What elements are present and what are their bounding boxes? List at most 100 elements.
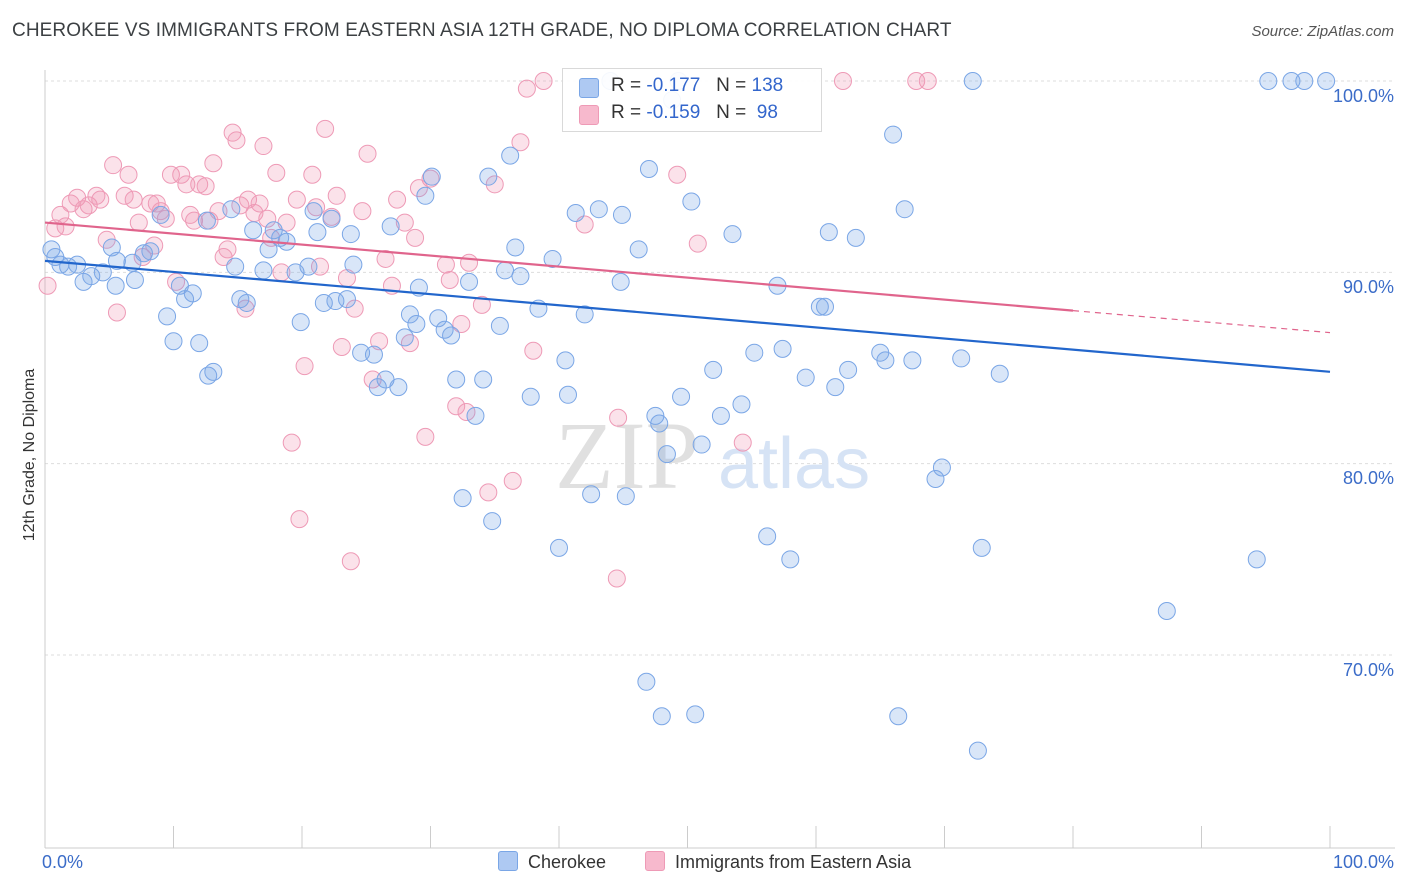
cherokee-point — [125, 270, 144, 289]
cherokee-point — [368, 378, 387, 397]
cherokee-point — [344, 255, 363, 274]
eastern-asia-point — [440, 270, 459, 289]
eastern-asia-point — [918, 72, 937, 90]
eastern-asia-point — [218, 240, 237, 259]
cherokee-point — [183, 284, 202, 303]
eastern-asia-point — [447, 397, 466, 416]
cherokee-point — [796, 368, 815, 387]
cherokee-point — [474, 370, 493, 389]
cherokee-point — [582, 485, 601, 504]
eastern-asia-point — [267, 163, 286, 182]
cherokee-point — [490, 316, 509, 335]
cherokee-point — [558, 385, 577, 404]
eastern-asia-point — [177, 175, 196, 194]
eastern-asia-point — [376, 249, 395, 268]
eastern-asia-point — [609, 408, 628, 427]
legend-r-label: R = — [611, 75, 642, 96]
cherokee-point — [686, 705, 705, 724]
eastern-asia-point — [316, 119, 335, 138]
chart-title: CHEROKEE VS IMMIGRANTS FROM EASTERN ASIA… — [12, 20, 952, 41]
cherokee-point — [506, 238, 525, 257]
eastern-asia-point — [172, 165, 191, 184]
cherokee-point — [1259, 72, 1278, 90]
cherokee-point — [106, 276, 125, 295]
x-tick-label-100: 100.0% — [1332, 852, 1394, 872]
bottom-legend-swatch-pink — [645, 851, 665, 871]
eastern-asia-point — [258, 209, 277, 228]
cherokee-point — [254, 261, 273, 280]
eastern-asia-point — [503, 471, 522, 490]
cherokee-point — [990, 364, 1009, 383]
cherokee-point — [629, 240, 648, 259]
cherokee-point — [672, 387, 691, 406]
eastern-asia-point — [38, 276, 57, 295]
legend-n-label: N = — [716, 75, 747, 96]
cherokee-point — [810, 297, 829, 316]
eastern-asia-point — [452, 314, 471, 333]
cherokee-point — [134, 244, 153, 263]
cherokee-point — [158, 307, 177, 326]
cherokee-point — [226, 257, 245, 276]
cherokee-point — [400, 305, 419, 324]
eastern-asia-point — [303, 165, 322, 184]
cherokee-point — [264, 221, 283, 240]
cherokee-point — [963, 72, 982, 90]
y-tick-label-70: 70.0% — [1342, 660, 1394, 680]
eastern-asia-point — [668, 165, 687, 184]
cherokee-point — [322, 209, 341, 228]
cherokee-point — [422, 167, 441, 186]
eastern-asia-point — [688, 234, 707, 253]
cherokee-point — [639, 160, 658, 179]
eastern-asia-point — [607, 569, 626, 588]
cherokee-point — [889, 707, 908, 726]
cherokee-point — [501, 146, 520, 165]
cherokee-point — [407, 314, 426, 333]
cherokee-point — [141, 242, 160, 261]
cherokee-point — [895, 200, 914, 219]
cherokee-point — [711, 406, 730, 425]
eastern-asia-point — [290, 510, 309, 529]
eastern-asia-point — [517, 79, 536, 98]
cherokee-point — [395, 328, 414, 347]
cherokee-point — [556, 351, 575, 370]
legend-swatch-blue — [579, 78, 599, 98]
cherokee-point — [652, 707, 671, 726]
eastern-asia-point — [416, 427, 435, 446]
cherokee-point — [291, 313, 310, 332]
eastern-asia-point — [227, 131, 246, 150]
legend-r-value: -0.177 — [646, 75, 701, 96]
eastern-asia-point — [104, 156, 123, 175]
bottom-legend-label: Cherokee — [528, 852, 607, 872]
cherokee-point — [496, 261, 515, 280]
cherokee-point — [876, 351, 895, 370]
cherokee-point — [616, 487, 635, 506]
cherokee-point — [483, 512, 502, 531]
cherokee-point — [447, 370, 466, 389]
legend-n-value: 98 — [756, 102, 778, 123]
cherokee-point — [511, 267, 530, 286]
eastern-asia-point — [511, 133, 530, 152]
cherokee-point — [704, 360, 723, 379]
eastern-asia-point — [370, 332, 389, 351]
eastern-asia-point — [833, 72, 852, 90]
cherokee-point — [815, 297, 834, 316]
cherokee-point — [637, 672, 656, 691]
cherokee-point — [381, 217, 400, 236]
cherokee-point — [389, 378, 408, 397]
cherokee-point — [164, 332, 183, 351]
cherokee-point — [745, 343, 764, 362]
source-label: Source: ZipAtlas.com — [1251, 23, 1394, 40]
cherokee-point — [299, 257, 318, 276]
cherokee-point — [839, 360, 858, 379]
y-tick-label-80: 80.0% — [1342, 468, 1394, 488]
eastern-asia-point — [119, 165, 138, 184]
y-tick-label-90: 90.0% — [1342, 277, 1394, 297]
cherokee-point — [429, 309, 448, 328]
cherokee-point — [550, 538, 568, 557]
cherokee-point — [846, 228, 865, 247]
cherokee-point — [107, 251, 126, 270]
eastern-asia-point — [485, 175, 504, 194]
eastern-asia-point — [250, 194, 269, 213]
cherokee-point — [932, 458, 951, 477]
